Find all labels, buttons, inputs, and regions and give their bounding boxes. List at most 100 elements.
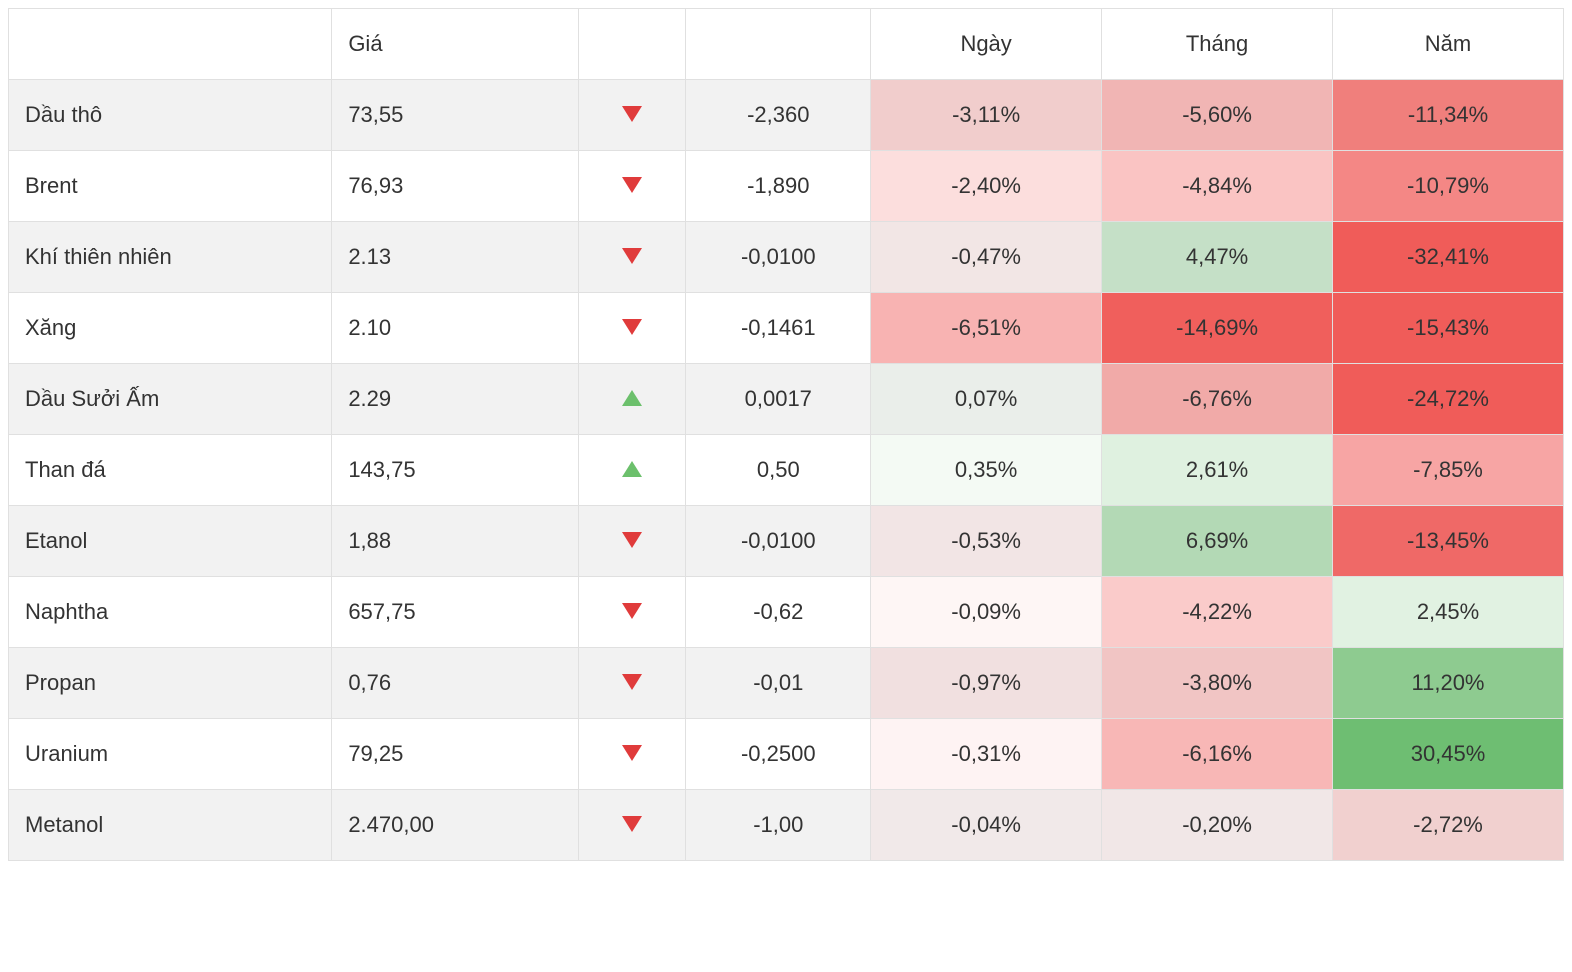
direction-cell [578,719,686,790]
day-pct-cell: -2,40% [871,151,1102,222]
col-year[interactable]: Năm [1333,9,1564,80]
price-cell: 143,75 [332,435,578,506]
year-pct-cell: -13,45% [1333,506,1564,577]
arrow-down-icon [622,177,642,193]
day-pct-cell: -0,09% [871,577,1102,648]
table-row[interactable]: Naphtha657,75-0,62-0,09%-4,22%2,45% [9,577,1564,648]
price-cell: 2.13 [332,222,578,293]
month-pct-cell: -6,76% [1102,364,1333,435]
commodity-name[interactable]: Metanol [9,790,332,861]
table-row[interactable]: Etanol1,88 -0,0100-0,53%6,69%-13,45% [9,506,1564,577]
table-row[interactable]: Propan0,76-0,01-0,97%-3,80%11,20% [9,648,1564,719]
price-cell: 79,25 [332,719,578,790]
change-cell: 0,0017 [686,364,871,435]
day-pct-cell: -3,11% [871,80,1102,151]
col-arrow [578,9,686,80]
change-cell: -1,890 [686,151,871,222]
price-cell: 1,88 [332,506,578,577]
year-pct-cell: -32,41% [1333,222,1564,293]
direction-cell [578,790,686,861]
year-pct-cell: -2,72% [1333,790,1564,861]
day-pct-cell: -0,31% [871,719,1102,790]
commodity-name[interactable]: Xăng [9,293,332,364]
price-cell: 2.10 [332,293,578,364]
arrow-down-icon [622,319,642,335]
arrow-down-icon [622,816,642,832]
arrow-up-icon [622,461,642,477]
price-cell: 76,93 [332,151,578,222]
commodity-name[interactable]: Dầu Sưởi Ấm [9,364,332,435]
commodity-name[interactable]: Uranium [9,719,332,790]
commodity-name[interactable]: Dầu thô [9,80,332,151]
month-pct-cell: -0,20% [1102,790,1333,861]
col-day[interactable]: Ngày [871,9,1102,80]
direction-cell [578,506,686,577]
direction-cell [578,293,686,364]
col-change [686,9,871,80]
commodity-name[interactable]: Than đá [9,435,332,506]
commodities-table: Giá Ngày Tháng Năm Dầu thô73,55-2,360-3,… [8,8,1564,861]
day-pct-cell: -6,51% [871,293,1102,364]
table-row[interactable]: Than đá143,75 0,500,35%2,61%-7,85% [9,435,1564,506]
year-pct-cell: -15,43% [1333,293,1564,364]
change-cell: 0,50 [686,435,871,506]
month-pct-cell: 2,61% [1102,435,1333,506]
table-row[interactable]: Uranium79,25 -0,2500-0,31%-6,16%30,45% [9,719,1564,790]
arrow-down-icon [622,674,642,690]
month-pct-cell: -6,16% [1102,719,1333,790]
direction-cell [578,80,686,151]
table-row[interactable]: Dầu thô73,55-2,360-3,11%-5,60%-11,34% [9,80,1564,151]
commodity-name[interactable]: Propan [9,648,332,719]
month-pct-cell: -5,60% [1102,80,1333,151]
col-month[interactable]: Tháng [1102,9,1333,80]
commodity-name[interactable]: Brent [9,151,332,222]
day-pct-cell: -0,97% [871,648,1102,719]
direction-cell [578,435,686,506]
year-pct-cell: 2,45% [1333,577,1564,648]
day-pct-cell: 0,35% [871,435,1102,506]
change-cell: -0,62 [686,577,871,648]
table-row[interactable]: Khí thiên nhiên2.13-0,0100-0,47%4,47%-32… [9,222,1564,293]
month-pct-cell: 6,69% [1102,506,1333,577]
direction-cell [578,364,686,435]
change-cell: -0,1461 [686,293,871,364]
arrow-down-icon [622,532,642,548]
month-pct-cell: -14,69% [1102,293,1333,364]
price-cell: 0,76 [332,648,578,719]
month-pct-cell: -4,22% [1102,577,1333,648]
year-pct-cell: -10,79% [1333,151,1564,222]
year-pct-cell: 30,45% [1333,719,1564,790]
table-row[interactable]: Dầu Sưởi Ấm2.290,00170,07%-6,76%-24,72% [9,364,1564,435]
change-cell: -2,360 [686,80,871,151]
day-pct-cell: 0,07% [871,364,1102,435]
arrow-up-icon [622,390,642,406]
year-pct-cell: 11,20% [1333,648,1564,719]
col-name[interactable] [9,9,332,80]
change-cell: -1,00 [686,790,871,861]
direction-cell [578,648,686,719]
arrow-down-icon [622,603,642,619]
year-pct-cell: -7,85% [1333,435,1564,506]
change-cell: -0,0100 [686,506,871,577]
change-cell: -0,0100 [686,222,871,293]
commodity-name[interactable]: Naphtha [9,577,332,648]
arrow-down-icon [622,106,642,122]
arrow-down-icon [622,248,642,264]
change-cell: -0,2500 [686,719,871,790]
price-cell: 2.29 [332,364,578,435]
direction-cell [578,151,686,222]
col-price[interactable]: Giá [332,9,578,80]
commodity-name[interactable]: Etanol [9,506,332,577]
day-pct-cell: -0,04% [871,790,1102,861]
arrow-down-icon [622,745,642,761]
price-cell: 2.470,00 [332,790,578,861]
month-pct-cell: 4,47% [1102,222,1333,293]
day-pct-cell: -0,53% [871,506,1102,577]
table-row[interactable]: Xăng2.10 -0,1461-6,51%-14,69%-15,43% [9,293,1564,364]
table-header-row: Giá Ngày Tháng Năm [9,9,1564,80]
table-row[interactable]: Metanol2.470,00 -1,00-0,04%-0,20%-2,72% [9,790,1564,861]
commodity-name[interactable]: Khí thiên nhiên [9,222,332,293]
direction-cell [578,222,686,293]
direction-cell [578,577,686,648]
table-row[interactable]: Brent76,93-1,890-2,40%-4,84%-10,79% [9,151,1564,222]
